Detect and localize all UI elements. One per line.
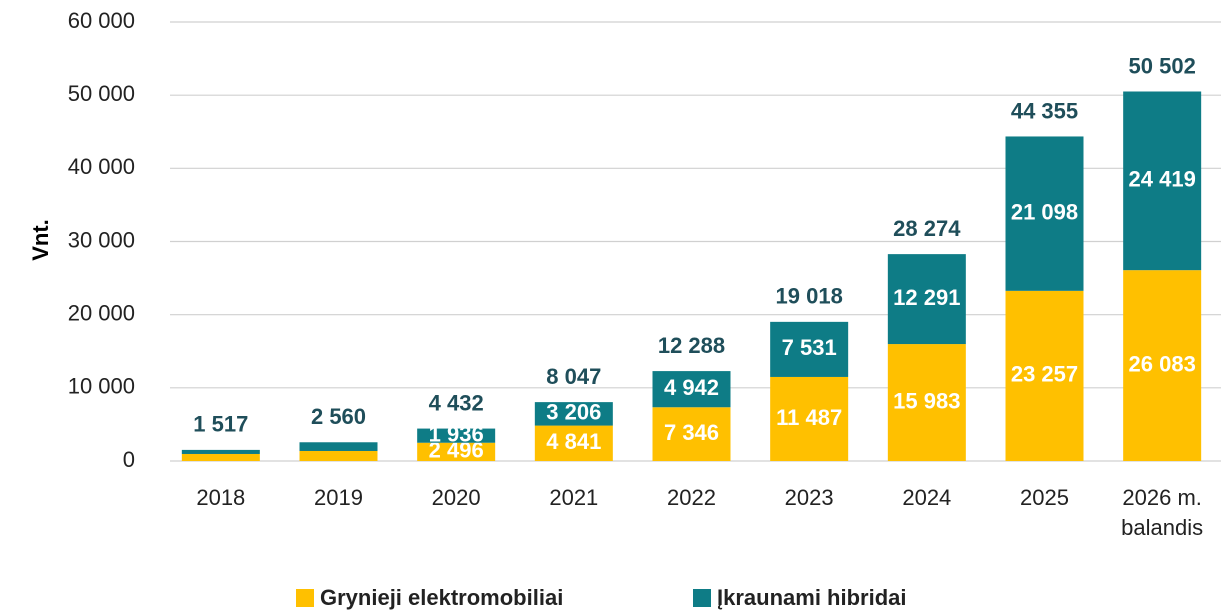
data-label: 3 206: [546, 400, 601, 425]
bar-segment: [181, 453, 260, 461]
data-label: 21 098: [1011, 199, 1078, 224]
y-tick-label: 60 000: [68, 8, 135, 33]
bar-segment: [770, 321, 849, 377]
x-tick-label: 2025: [1020, 485, 1069, 510]
bar-segment: [652, 371, 731, 408]
legend-swatch: [296, 589, 314, 607]
total-label: 50 502: [1129, 53, 1196, 78]
data-label: 24 419: [1129, 167, 1196, 192]
data-label: 4 942: [664, 375, 719, 400]
data-label: 1 936: [429, 421, 484, 446]
y-tick-label: 40 000: [68, 154, 135, 179]
bar-segment: [299, 442, 378, 451]
x-tick-label: 2022: [667, 485, 716, 510]
bar-segment: [887, 254, 966, 345]
y-tick-label: 0: [123, 447, 135, 472]
y-tick-label: 20 000: [68, 300, 135, 325]
bar-segment: [887, 344, 966, 461]
total-label: 44 355: [1011, 98, 1078, 123]
legend-swatch: [693, 589, 711, 607]
data-label: 4 841: [546, 429, 601, 454]
x-tick-label: 2018: [196, 485, 246, 510]
bar-segment: [1005, 290, 1084, 461]
bar-segment: [1005, 136, 1084, 291]
data-label: 15 983: [893, 388, 960, 413]
x-tick-label: 2024: [902, 485, 952, 510]
total-label: 4 432: [429, 390, 484, 415]
bar-segment: [1123, 91, 1202, 271]
data-label: 26 083: [1129, 351, 1196, 376]
y-tick-label: 50 000: [68, 81, 135, 106]
bar-segment: [181, 449, 260, 454]
total-label: 1 517: [193, 412, 248, 437]
legend-label: Grynieji elektromobiliai: [320, 585, 563, 610]
bar-segment: [417, 428, 496, 443]
bar-segment: [417, 442, 496, 461]
y-tick-label: 10 000: [68, 374, 135, 399]
total-label: 19 018: [776, 284, 843, 309]
bar-segment: [652, 407, 731, 461]
total-label: 2 560: [311, 404, 366, 429]
x-tick-label: 2021: [549, 485, 599, 510]
total-label: 12 288: [658, 333, 725, 358]
bar-segment: [534, 402, 613, 426]
bar-segment: [534, 425, 613, 461]
x-tick-label: 2026 m. balandis: [1121, 485, 1204, 540]
y-axis-label: Vnt.: [28, 219, 53, 261]
data-label: 7 531: [782, 335, 837, 360]
bar-segment: [770, 376, 849, 461]
data-label: 7 346: [664, 420, 719, 445]
data-label: 11 487: [776, 405, 842, 430]
bar-segment: [1123, 270, 1202, 461]
x-tick-label: 2019: [314, 485, 363, 510]
data-label: 23 257: [1011, 362, 1078, 387]
legend-label: Įkraunami hibridai: [717, 585, 907, 610]
total-label: 8 047: [546, 364, 601, 389]
x-tick-label: 2020: [431, 485, 481, 510]
data-label: 12 291: [893, 285, 960, 310]
total-label: 28 274: [893, 216, 961, 241]
y-tick-label: 30 000: [68, 227, 135, 252]
bar-segment: [299, 450, 378, 461]
x-tick-label: 2023: [784, 485, 834, 510]
